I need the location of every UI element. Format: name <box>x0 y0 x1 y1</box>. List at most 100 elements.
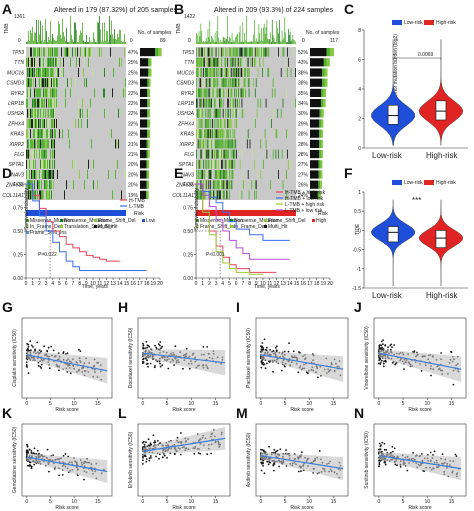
mutation-cell <box>211 98 212 108</box>
sample-count-bar-seg <box>326 48 331 57</box>
mutation-cell <box>257 57 259 67</box>
scatter-point <box>66 352 69 355</box>
tmb-bar <box>268 39 270 44</box>
tmb-bar <box>81 32 82 44</box>
tmb-bar <box>83 40 84 44</box>
sample-count-bar <box>140 139 147 148</box>
mutation-cell <box>228 98 229 108</box>
scatter-point <box>179 453 182 456</box>
tmb-bar <box>229 37 231 44</box>
sample-count-bar <box>310 48 327 57</box>
scatter-point <box>159 365 162 368</box>
gene-label: XIRP2 <box>9 142 25 148</box>
plot-frame <box>137 317 231 399</box>
tmb-bar <box>42 25 43 44</box>
scatter-point <box>26 449 28 452</box>
mutation-cell <box>229 57 231 67</box>
tmb-bar <box>61 38 62 44</box>
sample-count-bar-seg <box>147 99 149 108</box>
mutation-cell <box>30 129 31 139</box>
mutation-cell <box>221 159 222 169</box>
mutation-cell <box>223 159 225 169</box>
mutation-cell <box>208 108 210 118</box>
mutation-cell <box>196 98 197 108</box>
trend-line <box>260 354 344 370</box>
mutation-cell <box>254 159 255 169</box>
mutation-cell <box>211 57 212 67</box>
mutation-cell <box>196 129 197 139</box>
mutation-cell <box>48 88 49 98</box>
scatter-point <box>432 454 434 456</box>
tmb-bar <box>237 33 238 44</box>
legend-swatch <box>230 225 233 228</box>
mutation-cell <box>46 129 47 139</box>
scatter-point <box>146 346 148 349</box>
trend-line <box>142 352 226 364</box>
tmb-bar <box>255 37 257 44</box>
mutation-cell <box>42 129 43 139</box>
mutation-cell <box>55 57 56 67</box>
tmb-bar <box>106 30 107 44</box>
legend-swatch-low-risk <box>392 180 402 185</box>
mutation-cell <box>46 119 47 128</box>
scatter-point <box>161 456 164 459</box>
mutation-cell <box>232 139 234 149</box>
tmb-bar <box>88 41 89 44</box>
mutation-cell <box>33 159 34 169</box>
tmb-bar <box>32 26 33 44</box>
mutation-cell <box>213 88 215 98</box>
mutation-cell <box>216 180 218 190</box>
mutation-cell <box>239 47 241 57</box>
scatter-point <box>156 360 159 363</box>
mutation-cell <box>230 170 232 179</box>
tmb-bar <box>222 36 224 44</box>
mutation-cell <box>221 78 223 88</box>
tmb-bar <box>217 16 219 44</box>
mutation-cell <box>239 57 241 67</box>
tmb-bar <box>121 41 122 44</box>
mutation-cell <box>91 47 92 57</box>
tmb-bar <box>215 41 217 44</box>
mutation-cell <box>234 149 236 159</box>
sample-count-bar-seg <box>323 99 326 108</box>
mutation-cell <box>35 119 36 128</box>
mutation-cell <box>260 47 262 57</box>
legend-label-mutation: Nonsense_Mutation <box>234 218 279 224</box>
legend-label-mutation: Translation_Start_Site <box>64 224 114 230</box>
tmb-bar <box>55 40 56 44</box>
mutation-cell <box>87 47 88 57</box>
mutation-cell <box>283 47 285 57</box>
mutation-cell <box>286 170 287 179</box>
scatter-point <box>455 455 458 457</box>
mutation-cell <box>90 47 91 57</box>
mutation-cell <box>217 190 219 200</box>
mutation-cell <box>234 78 236 88</box>
scatter-point <box>146 344 149 347</box>
scatter-point <box>260 345 263 348</box>
gene-label: TP53 <box>12 50 24 56</box>
legend-swatch <box>60 225 63 228</box>
mutation-cell <box>94 88 95 98</box>
mutation-cell <box>229 47 230 57</box>
mutation-cell <box>232 78 234 88</box>
scatter-point <box>46 349 48 352</box>
y-tick-label: 6 <box>358 58 361 64</box>
percent-label: 35% <box>298 91 309 97</box>
mutation-cell <box>222 119 224 128</box>
sample-count-bar-seg <box>147 78 149 87</box>
mutation-cell <box>44 78 45 88</box>
mutation-cell <box>42 108 43 118</box>
sample-count-bar-seg <box>326 58 330 67</box>
mutation-cell <box>30 139 31 149</box>
mutation-cell <box>260 170 262 179</box>
scatter-point <box>399 465 402 468</box>
tmb-bar <box>237 41 239 44</box>
scatter-point <box>297 371 300 374</box>
tmb-bar <box>289 31 291 44</box>
mutation-cell <box>221 190 223 200</box>
mutation-cell <box>211 129 212 139</box>
scatter-point <box>69 372 72 375</box>
scatter-point <box>394 363 396 366</box>
mutation-cell <box>245 47 246 57</box>
